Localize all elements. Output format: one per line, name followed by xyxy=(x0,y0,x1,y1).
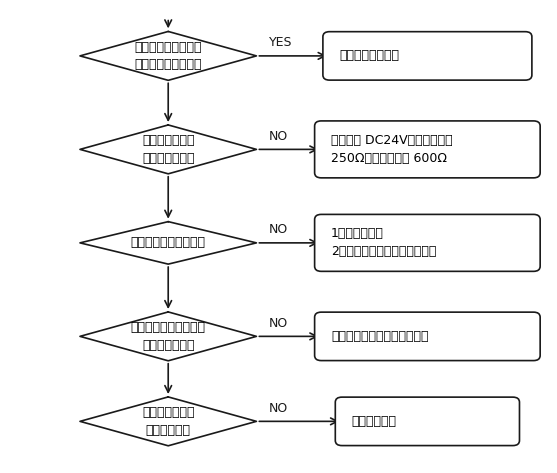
Text: 重新进行灌装: 重新进行灌装 xyxy=(352,415,397,428)
Text: 检查导压管、取压阀、
三阀组是否畅通: 检查导压管、取压阀、 三阀组是否畅通 xyxy=(131,321,206,351)
Text: NO: NO xyxy=(268,130,288,142)
Text: YES: YES xyxy=(268,36,292,49)
FancyBboxPatch shape xyxy=(315,121,540,178)
FancyBboxPatch shape xyxy=(315,312,540,360)
Text: 检查堵塞点并进行处理或修复: 检查堵塞点并进行处理或修复 xyxy=(331,330,429,343)
Text: 显示仪表或控制系统
的输入信号是否正常: 显示仪表或控制系统 的输入信号是否正常 xyxy=(134,41,202,71)
Text: NO: NO xyxy=(268,316,288,330)
FancyBboxPatch shape xyxy=(315,214,540,272)
Text: 变送器供电、负
载电阻是否正确: 变送器供电、负 载电阻是否正确 xyxy=(142,134,194,165)
Text: NO: NO xyxy=(268,223,288,236)
Text: 电源应为 DC24V，负载电阻为
250Ω，最大不超过 600Ω: 电源应为 DC24V，负载电阻为 250Ω，最大不超过 600Ω xyxy=(331,134,453,165)
Text: 1、检查变送器
2、检查变送器与显示仪表连线: 1、检查变送器 2、检查变送器与显示仪表连线 xyxy=(331,228,437,258)
Text: 变送器是否有电流输出: 变送器是否有电流输出 xyxy=(131,236,206,249)
Text: NO: NO xyxy=(268,402,288,414)
Text: 检查冷凝液、隔
离液是否正常: 检查冷凝液、隔 离液是否正常 xyxy=(142,406,194,437)
FancyBboxPatch shape xyxy=(323,32,532,80)
FancyBboxPatch shape xyxy=(335,397,520,446)
Text: 校准显示控制仪表: 校准显示控制仪表 xyxy=(339,49,399,62)
